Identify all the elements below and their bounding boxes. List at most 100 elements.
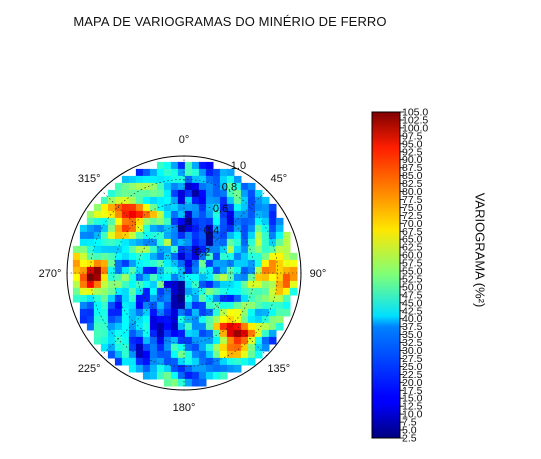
angular-tick-label: 0° — [179, 134, 190, 146]
heatmap-cell — [178, 323, 186, 331]
heatmap-cell — [101, 204, 109, 212]
heatmap-cell — [122, 358, 130, 366]
heatmap-cell — [241, 225, 249, 233]
heatmap-cell — [206, 190, 214, 198]
heatmap-cell — [178, 274, 186, 282]
heatmap-cell — [157, 365, 165, 373]
heatmap-cell — [157, 309, 165, 317]
heatmap-cell — [255, 274, 263, 282]
colorbar: 105.0102.5100.097.595.092.590.087.585.08… — [372, 107, 428, 445]
heatmap-cell — [269, 225, 277, 233]
heatmap-cell — [241, 323, 249, 331]
heatmap-cell — [192, 351, 200, 359]
heatmap-cell — [269, 204, 277, 212]
heatmap-cell — [178, 239, 186, 247]
heatmap-cell — [276, 260, 284, 268]
heatmap-cell — [108, 246, 116, 254]
heatmap-cell — [262, 274, 270, 282]
heatmap-cell — [192, 365, 200, 373]
heatmap-cell — [94, 260, 102, 268]
heatmap-cell — [185, 281, 193, 289]
heatmap-cell — [108, 309, 116, 317]
heatmap-cell — [276, 253, 284, 261]
heatmap-cell — [234, 225, 242, 233]
heatmap-cell — [108, 337, 116, 345]
heatmap-cell — [157, 225, 165, 233]
heatmap-cell — [129, 267, 137, 275]
heatmap-cell — [213, 344, 221, 352]
heatmap-cell — [164, 218, 172, 226]
heatmap-cell — [136, 337, 144, 345]
heatmap-cell — [171, 351, 179, 359]
heatmap-cell — [269, 323, 277, 331]
heatmap-cell — [157, 281, 165, 289]
heatmap-cell — [136, 330, 144, 338]
heatmap-cell — [136, 246, 144, 254]
heatmap-cell — [248, 218, 256, 226]
heatmap-cell — [192, 358, 200, 366]
heatmap-cell — [157, 190, 165, 198]
angular-tick-label: 270° — [39, 268, 62, 280]
heatmap-cell — [143, 302, 151, 310]
heatmap-cell — [178, 183, 186, 191]
heatmap-cell — [178, 302, 186, 310]
heatmap-cell — [248, 197, 256, 205]
heatmap-cell — [192, 372, 200, 380]
heatmap-cell — [220, 372, 228, 380]
heatmap-cell — [199, 365, 207, 373]
heatmap-cell — [185, 358, 193, 366]
heatmap-cell — [276, 246, 284, 254]
heatmap-cell — [101, 211, 109, 219]
heatmap-cell — [171, 344, 179, 352]
heatmap-cell — [248, 323, 256, 331]
heatmap-cell — [171, 267, 179, 275]
heatmap-cell — [129, 281, 137, 289]
heatmap-cell — [220, 260, 228, 268]
heatmap-cell — [185, 169, 193, 177]
heatmap-cell — [220, 365, 228, 373]
heatmap-cell — [178, 295, 186, 303]
heatmap-cell — [129, 358, 137, 366]
heatmap-cell — [248, 295, 256, 303]
heatmap-cell — [255, 295, 263, 303]
heatmap-cell — [164, 330, 172, 338]
heatmap-cell — [192, 344, 200, 352]
heatmap-cell — [185, 351, 193, 359]
heatmap-cell — [255, 302, 263, 310]
heatmap-cell — [248, 337, 256, 345]
heatmap-cell — [136, 316, 144, 324]
heatmap-cell — [213, 351, 221, 359]
heatmap-cell — [73, 246, 81, 254]
heatmap-cell — [234, 337, 242, 345]
heatmap-cell — [199, 337, 207, 345]
heatmap-cell — [129, 309, 137, 317]
heatmap-cell — [143, 197, 151, 205]
heatmap-cell — [136, 225, 144, 233]
heatmap-cell — [178, 246, 186, 254]
heatmap-cell — [101, 281, 109, 289]
heatmap-cell — [101, 274, 109, 282]
heatmap-cell — [262, 260, 270, 268]
heatmap-cell — [220, 246, 228, 254]
heatmap-cell — [136, 239, 144, 247]
heatmap-cell — [143, 372, 151, 380]
heatmap-cell — [150, 211, 158, 219]
heatmap-cell — [276, 218, 284, 226]
heatmap-cell — [199, 351, 207, 359]
angular-tick-label: 45° — [270, 173, 287, 185]
heatmap-cell — [143, 344, 151, 352]
heatmap-cell — [241, 253, 249, 261]
heatmap-cell — [220, 295, 228, 303]
heatmap-cell — [164, 183, 172, 191]
heatmap-cell — [122, 337, 130, 345]
heatmap-cell — [206, 372, 214, 380]
heatmap-cell — [108, 316, 116, 324]
heatmap-cell — [101, 267, 109, 275]
heatmap-cell — [115, 302, 123, 310]
heatmap-cell — [73, 253, 81, 261]
heatmap-cell — [241, 204, 249, 212]
heatmap-cell — [136, 169, 144, 177]
heatmap-cell — [262, 281, 270, 289]
heatmap-cell — [269, 309, 277, 317]
heatmap-cell — [192, 183, 200, 191]
